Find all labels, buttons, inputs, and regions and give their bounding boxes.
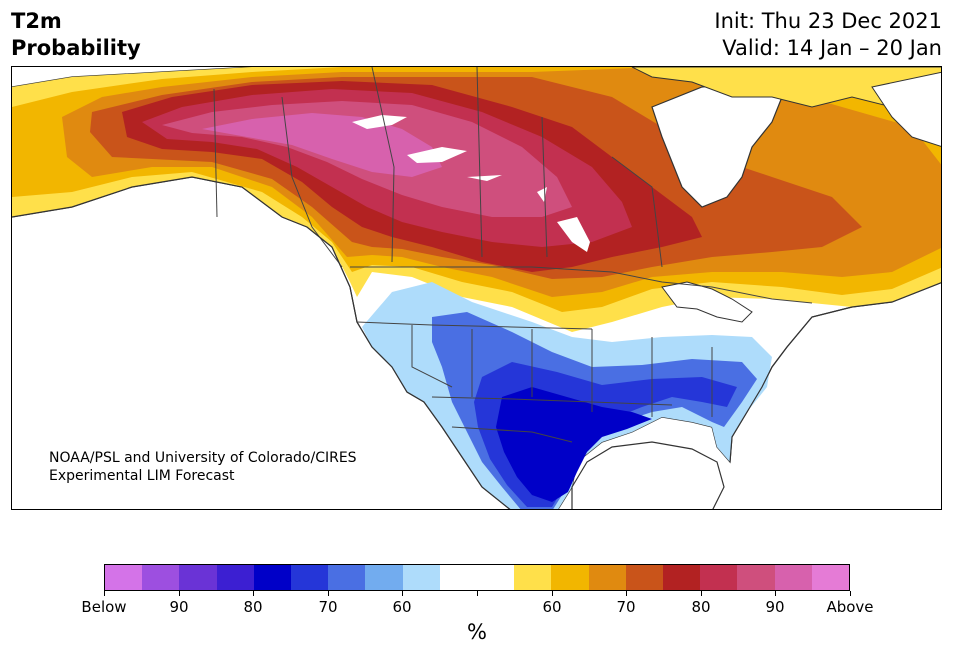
colorbar-segment [477,565,515,590]
colorbar-segment [588,565,626,590]
colorbar-tick [850,591,851,596]
colorbar-segment [142,565,180,590]
colorbar-tick-label: Above [826,598,874,616]
colorbar-segment [253,565,292,590]
colorbar-tick [701,591,702,596]
colorbar-tick [253,591,254,596]
colorbar-segment [105,565,143,590]
colorbar-segment [551,565,589,590]
colorbar-tick [328,591,329,596]
title-quantity: Probability [11,36,141,60]
map-svg [12,67,941,509]
colorbar-segment [402,565,440,590]
atlantic-coast [729,282,941,463]
valid-range: Valid: 14 Jan – 20 Jan [722,36,942,60]
gulf-of-mexico [571,441,725,509]
probability-map [11,66,942,510]
zone-above-95 [202,113,442,177]
political-borders [213,67,813,443]
greenland-edge [871,71,941,147]
colorbar-segment [663,565,701,590]
colorbar-tick-label: 60 [542,598,562,616]
colorbar-tick-label: 70 [616,598,636,616]
plot-title: T2m Probability [11,8,141,62]
colorbar-unit: % [467,620,487,644]
init-date: Init: Thu 23 Dec 2021 [714,9,942,33]
title-variable: T2m [11,9,62,33]
colorbar-tick [626,591,627,596]
colorbar-segment [625,565,664,590]
colorbar-tick [104,591,105,596]
colorbar-tick-label: Below [81,598,127,616]
credit-line-1: NOAA/PSL and University of Colorado/CIRE… [49,450,357,466]
colorbar-tick-label: 80 [691,598,711,616]
colorbar-segment [514,565,552,590]
zone-below-80 [496,387,652,502]
map-credit: NOAA/PSL and University of Colorado/CIRE… [49,449,357,485]
colorbar-segment [291,565,329,590]
forecast-dates: Init: Thu 23 Dec 2021 Valid: 14 Jan – 20… [714,8,942,62]
colorbar-tick-label: 90 [169,598,189,616]
colorbar-segment [700,565,738,590]
colorbar-segment [737,565,775,590]
colorbar-tick [552,591,553,596]
colorbar-segment [179,565,217,590]
colorbar [104,564,850,591]
colorbar-tick-label: 90 [765,598,785,616]
colorbar-tick [179,591,180,596]
colorbar-segment [216,565,254,590]
colorbar-segment [328,565,366,590]
colorbar-tick-label: 80 [243,598,263,616]
credit-line-2: Experimental LIM Forecast [49,468,235,484]
arctic-islands [631,67,941,108]
colorbar-segment [811,565,850,590]
colorbar-segment [365,565,403,590]
colorbar-tick-label: 70 [318,598,338,616]
pacific-coast [12,176,511,509]
colorbar-tick [775,591,776,596]
colorbar-tick [477,591,478,596]
colorbar-tick-label: 60 [392,598,412,616]
colorbar-segment [439,565,478,590]
colorbar-segment [774,565,812,590]
colorbar-tick [402,591,403,596]
